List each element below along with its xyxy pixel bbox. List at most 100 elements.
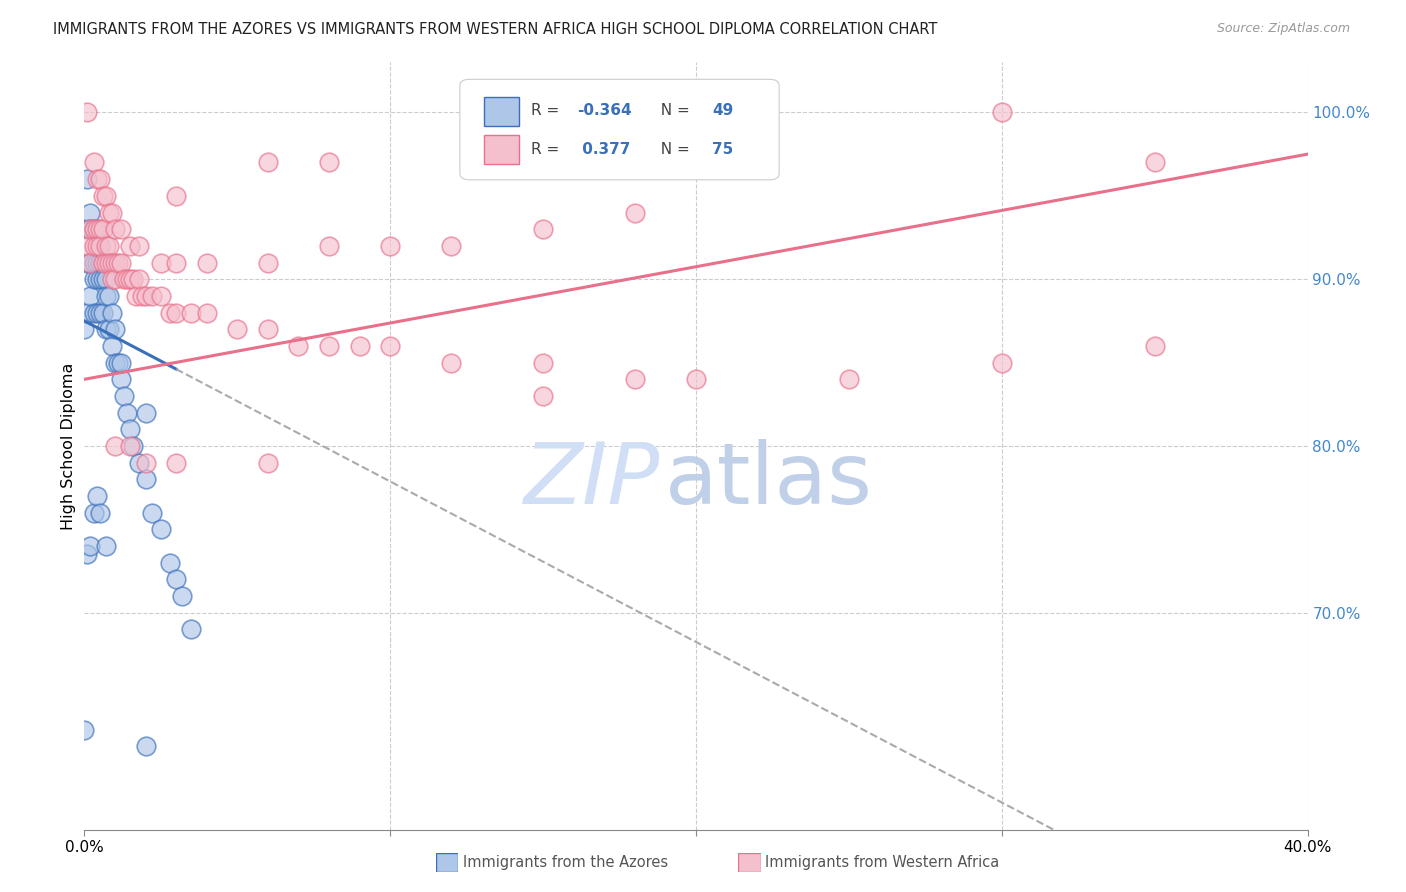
Point	[86, 239, 108, 253]
Point	[101, 305, 124, 319]
Point	[120, 272, 142, 286]
Point	[440, 239, 463, 253]
Point	[120, 422, 142, 436]
Point	[86, 255, 108, 269]
Text: Immigrants from the Azores: Immigrants from the Azores	[463, 855, 668, 870]
Point	[86, 272, 108, 286]
Point	[83, 239, 105, 253]
Point	[165, 456, 187, 470]
Point	[83, 255, 105, 269]
Point	[79, 205, 101, 219]
Point	[101, 205, 124, 219]
Point	[1143, 155, 1166, 169]
Point	[86, 172, 108, 186]
Point	[287, 339, 309, 353]
Text: R =: R =	[531, 103, 564, 119]
Point	[128, 272, 150, 286]
Point	[128, 456, 150, 470]
FancyBboxPatch shape	[460, 79, 779, 180]
Point	[195, 305, 218, 319]
Point	[165, 255, 187, 269]
Point	[991, 356, 1014, 370]
Point	[89, 222, 111, 236]
Point	[165, 573, 187, 587]
Point	[89, 172, 111, 186]
Point	[531, 356, 554, 370]
Point	[107, 356, 129, 370]
Point	[89, 255, 111, 269]
Point	[149, 255, 172, 269]
FancyBboxPatch shape	[484, 136, 519, 164]
Text: ZIP: ZIP	[524, 439, 661, 522]
Point	[94, 239, 117, 253]
Point	[257, 456, 280, 470]
Point	[79, 289, 101, 303]
Point	[86, 222, 108, 236]
Point	[76, 548, 98, 562]
Point	[135, 472, 157, 486]
Point	[86, 489, 108, 503]
Point	[226, 322, 249, 336]
Point	[89, 506, 111, 520]
Point	[83, 222, 105, 236]
Point	[318, 339, 340, 353]
Point	[318, 155, 340, 169]
Point	[380, 239, 402, 253]
Point	[165, 189, 187, 203]
FancyBboxPatch shape	[484, 97, 519, 126]
Point	[838, 372, 860, 386]
Point	[101, 272, 124, 286]
Point	[257, 155, 280, 169]
Point	[83, 272, 105, 286]
Text: Immigrants from Western Africa: Immigrants from Western Africa	[765, 855, 1000, 870]
Point	[94, 322, 117, 336]
Point	[76, 255, 98, 269]
Point	[110, 356, 132, 370]
Text: R =: R =	[531, 143, 564, 157]
Point	[104, 439, 127, 453]
Point	[91, 272, 114, 286]
Point	[141, 506, 163, 520]
Point	[91, 255, 114, 269]
Point	[101, 339, 124, 353]
Point	[89, 239, 111, 253]
Point	[159, 305, 181, 319]
Point	[135, 456, 157, 470]
Point	[76, 305, 98, 319]
Point	[110, 372, 132, 386]
Point	[89, 239, 111, 253]
Point	[257, 255, 280, 269]
Text: 75: 75	[711, 143, 733, 157]
Text: Source: ZipAtlas.com: Source: ZipAtlas.com	[1216, 22, 1350, 36]
Point	[104, 255, 127, 269]
Point	[135, 406, 157, 420]
Point	[79, 255, 101, 269]
Point	[97, 289, 120, 303]
Point	[165, 305, 187, 319]
Point	[531, 222, 554, 236]
Point	[73, 322, 96, 336]
Point	[76, 239, 98, 253]
Point	[91, 305, 114, 319]
Point	[79, 222, 101, 236]
Point	[76, 172, 98, 186]
Point	[89, 272, 111, 286]
Point	[97, 322, 120, 336]
Point	[112, 389, 135, 403]
Point	[380, 339, 402, 353]
Point	[94, 189, 117, 203]
Point	[101, 255, 124, 269]
Point	[195, 255, 218, 269]
Text: N =: N =	[651, 143, 695, 157]
Point	[141, 289, 163, 303]
Point	[94, 539, 117, 553]
Point	[128, 239, 150, 253]
Point	[318, 239, 340, 253]
Point	[97, 239, 120, 253]
Point	[94, 255, 117, 269]
Point	[257, 322, 280, 336]
Point	[120, 439, 142, 453]
Point	[107, 255, 129, 269]
Point	[79, 222, 101, 236]
Point	[97, 255, 120, 269]
